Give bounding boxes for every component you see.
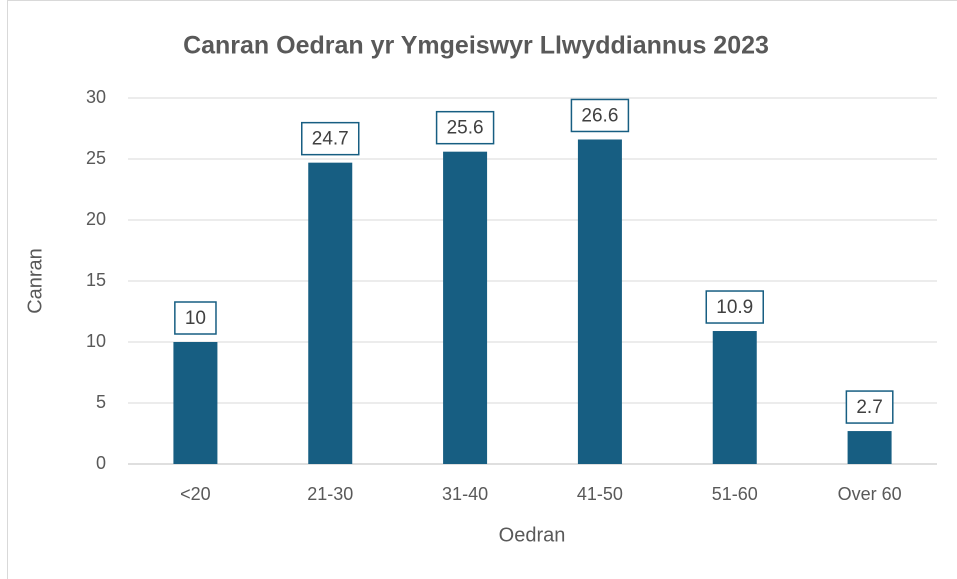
data-label: 25.6: [447, 118, 484, 139]
bar: [443, 151, 488, 464]
x-tick-label: 51-60: [712, 484, 758, 504]
data-label-box: [845, 390, 894, 424]
data-label-box: [301, 121, 360, 156]
x-tick-label: Over 60: [838, 484, 902, 504]
bar: [308, 162, 353, 464]
y-tick-label: 15: [86, 270, 106, 290]
x-tick-label: 21-30: [307, 484, 353, 504]
bar: [577, 139, 622, 465]
y-tick-label: 10: [86, 331, 106, 351]
x-tick-label: 41-50: [577, 484, 623, 504]
bar: [712, 331, 757, 464]
y-tick-label: 0: [96, 453, 106, 473]
bar: [847, 431, 892, 464]
data-label: 24.7: [312, 129, 349, 150]
chart-title: Canran Oedran yr Ymgeiswyr Llwyddiannus …: [183, 32, 769, 60]
y-tick-label: 20: [86, 209, 106, 229]
x-tick-label: 31-40: [442, 484, 488, 504]
x-axis-label: Oedran: [499, 524, 566, 546]
y-axis-label: Canran: [24, 248, 46, 314]
data-label: 10.9: [716, 297, 753, 318]
data-label-box: [705, 290, 764, 324]
data-label: 26.6: [581, 105, 618, 126]
y-tick-label: 5: [96, 392, 106, 412]
y-tick-label: 25: [86, 148, 106, 168]
x-tick-label: <20: [180, 484, 211, 504]
data-label-box: [174, 301, 217, 335]
bar: [173, 342, 218, 464]
data-label: 10: [185, 308, 206, 329]
data-label-box: [570, 98, 630, 133]
data-label-box: [435, 110, 495, 145]
y-tick-label: 30: [86, 87, 106, 107]
data-label: 2.7: [856, 397, 882, 418]
